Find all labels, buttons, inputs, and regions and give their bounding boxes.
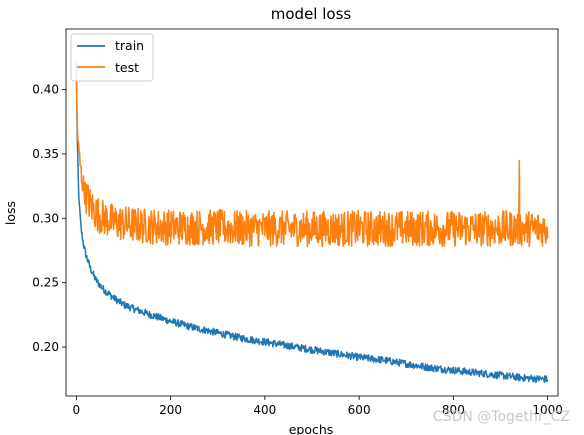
x-tick-label: 1000 (532, 403, 563, 417)
x-ticks: 0 200 400 600 800 1000 (73, 396, 563, 417)
series-layer (75, 60, 549, 383)
x-axis-label: epochs (289, 422, 334, 435)
x-tick-label: 800 (442, 403, 465, 417)
y-tick-label: 0.25 (32, 276, 59, 290)
y-ticks: 0.20 0.25 0.30 0.35 0.40 (32, 83, 66, 354)
plot-area (65, 28, 559, 397)
y-tick-label: 0.35 (32, 147, 59, 161)
y-tick-label: 0.40 (32, 83, 59, 97)
y-axis-label: loss (3, 201, 18, 225)
x-tick-label: 200 (159, 403, 182, 417)
watermark: CSDN @Togethr_CZ (432, 409, 570, 425)
y-tick-label: 0.30 (32, 211, 59, 225)
x-tick-label: 0 (73, 403, 81, 417)
axes-frame (65, 28, 559, 397)
legend-label-train: train (115, 38, 144, 53)
y-tick-label: 0.20 (32, 340, 59, 354)
x-tick-label: 400 (253, 403, 276, 417)
x-tick-label: 600 (348, 403, 371, 417)
series-line-train (75, 60, 549, 383)
legend: train test (70, 33, 154, 82)
series-line-test (75, 75, 549, 248)
chart-title: model loss (271, 5, 352, 23)
legend-label-test: test (115, 60, 139, 75)
